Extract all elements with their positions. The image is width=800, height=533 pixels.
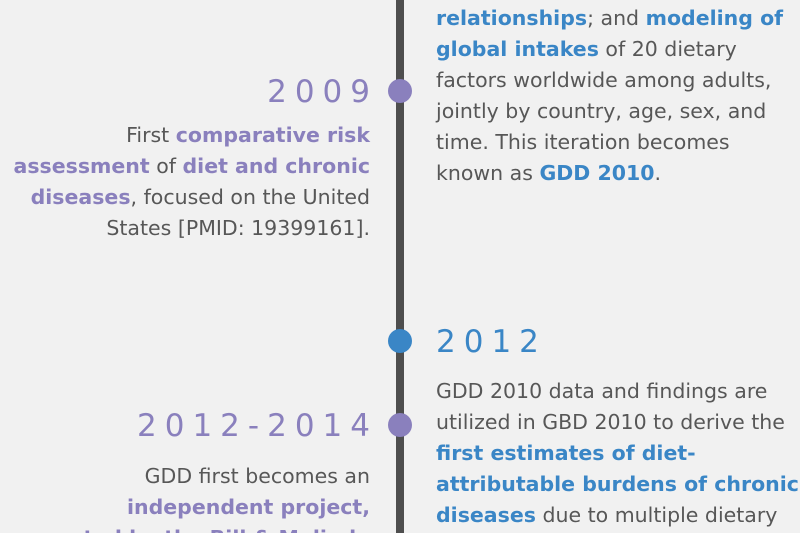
year-2009: 2009 [267, 74, 378, 110]
event-text-2009: First comparative risk assessment of diet… [10, 120, 371, 244]
highlight-phrase: comparative risk [175, 123, 370, 147]
highlight-phrase: diet and chronic [182, 154, 371, 178]
event-text-2012-2014: GDD first becomes an independent project,… [0, 461, 370, 533]
text-line: utilized in GBD 2010 to derive the [436, 407, 800, 438]
text-segment: of 20 dietary [598, 37, 737, 61]
text-segment: known as [436, 161, 540, 185]
text-segment: First [126, 123, 176, 147]
text-line: relationships; and modeling of [436, 3, 800, 34]
text-segment: time. This iteration becomes [436, 130, 730, 154]
text-segment: jointly by country, age, sex, and [436, 99, 767, 123]
text-segment: of [149, 154, 183, 178]
text-segment: utilized in GBD 2010 to derive the [436, 410, 785, 434]
text-line: supported by the Bill & Melinda [0, 523, 370, 533]
text-line: independent project, [0, 492, 370, 523]
highlight-phrase: relationships [436, 6, 588, 30]
text-segment: ; and [587, 6, 646, 30]
text-line: known as GDD 2010. [436, 158, 800, 189]
highlight-phrase: modeling of [645, 6, 784, 30]
highlight-phrase: global intakes [436, 37, 599, 61]
event-text-gdd2010: relationships; and modeling of global int… [436, 3, 800, 189]
text-line: jointly by country, age, sex, and [436, 96, 800, 127]
year-2012: 2012 [436, 324, 547, 360]
event-text-2012: GDD 2010 data and findings are utilized i… [436, 376, 800, 531]
highlight-phrase: diseases [30, 185, 131, 209]
year-2012-2014: 2012-2014 [137, 408, 378, 444]
text-line: factors worldwide among adults, [436, 65, 800, 96]
text-segment: GDD first becomes an [144, 464, 370, 488]
timeline-dot-2012-2014 [388, 413, 412, 437]
text-line: First comparative risk [10, 120, 370, 151]
highlight-phrase: independent project, [126, 495, 370, 519]
text-segment: . [654, 161, 662, 185]
text-line: first estimates of diet- [436, 438, 800, 469]
highlight-phrase: GDD 2010 [539, 161, 655, 185]
timeline-dot-2012 [388, 329, 412, 353]
highlight-phrase: diseases [436, 503, 536, 527]
highlight-phrase: supported by the Bill & Melinda [3, 526, 370, 533]
text-line: States [PMID: 19399161]. [10, 213, 370, 244]
text-line: assessment of diet and chronic [10, 151, 371, 182]
text-segment: due to multiple dietary [535, 503, 778, 527]
text-line: diseases due to multiple dietary [436, 500, 800, 531]
text-line: GDD 2010 data and findings are [436, 376, 800, 407]
highlight-phrase: first estimates of diet- [436, 441, 696, 465]
text-segment: factors worldwide among adults, [436, 68, 772, 92]
text-segment: States [PMID: 19399161]. [106, 216, 370, 240]
text-segment: , focused on the United [130, 185, 370, 209]
text-line: diseases, focused on the United [10, 182, 370, 213]
timeline-line [396, 0, 404, 533]
text-line: time. This iteration becomes [436, 127, 800, 158]
text-line: global intakes of 20 dietary [436, 34, 800, 65]
highlight-phrase: assessment [13, 154, 150, 178]
text-segment: GDD 2010 data and findings are [436, 379, 768, 403]
text-line: GDD first becomes an [0, 461, 370, 492]
highlight-phrase: attributable burdens of chronic [436, 472, 799, 496]
text-line: attributable burdens of chronic [436, 469, 800, 500]
timeline-dot-2009 [388, 79, 412, 103]
